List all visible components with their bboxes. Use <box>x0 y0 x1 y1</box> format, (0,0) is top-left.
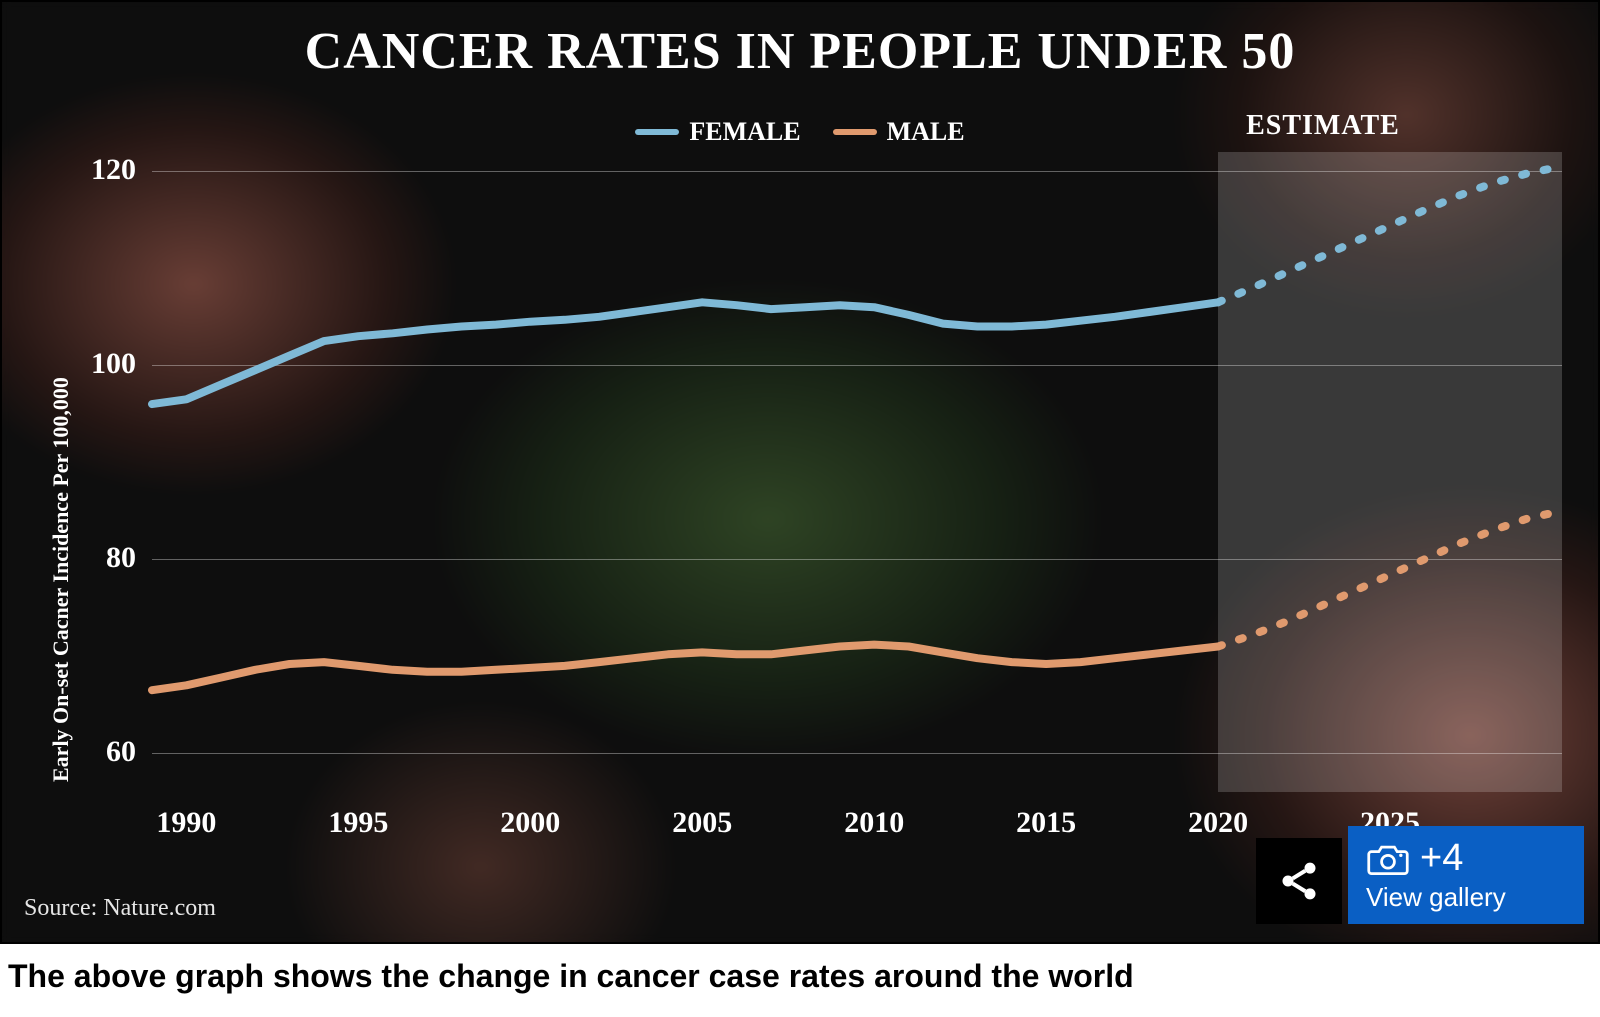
chart-background: CANCER RATES IN PEOPLE UNDER 50 FEMALEMA… <box>2 2 1598 942</box>
series-line-male-estimate <box>1218 511 1562 647</box>
figure-container: CANCER RATES IN PEOPLE UNDER 50 FEMALEMA… <box>0 0 1600 944</box>
source-text: Source: Nature.com <box>24 895 216 922</box>
gallery-label: View gallery <box>1366 882 1506 913</box>
series-line-male <box>152 645 1218 691</box>
share-icon <box>1277 859 1321 903</box>
camera-icon <box>1366 842 1410 876</box>
line-plot <box>2 2 1582 812</box>
view-gallery-button[interactable]: +4 View gallery <box>1348 826 1584 924</box>
series-line-female <box>152 302 1218 404</box>
figure-caption: The above graph shows the change in canc… <box>0 944 1600 995</box>
share-button[interactable] <box>1256 838 1342 924</box>
gallery-count: +4 <box>1420 837 1463 880</box>
series-line-female-estimate <box>1218 167 1562 303</box>
